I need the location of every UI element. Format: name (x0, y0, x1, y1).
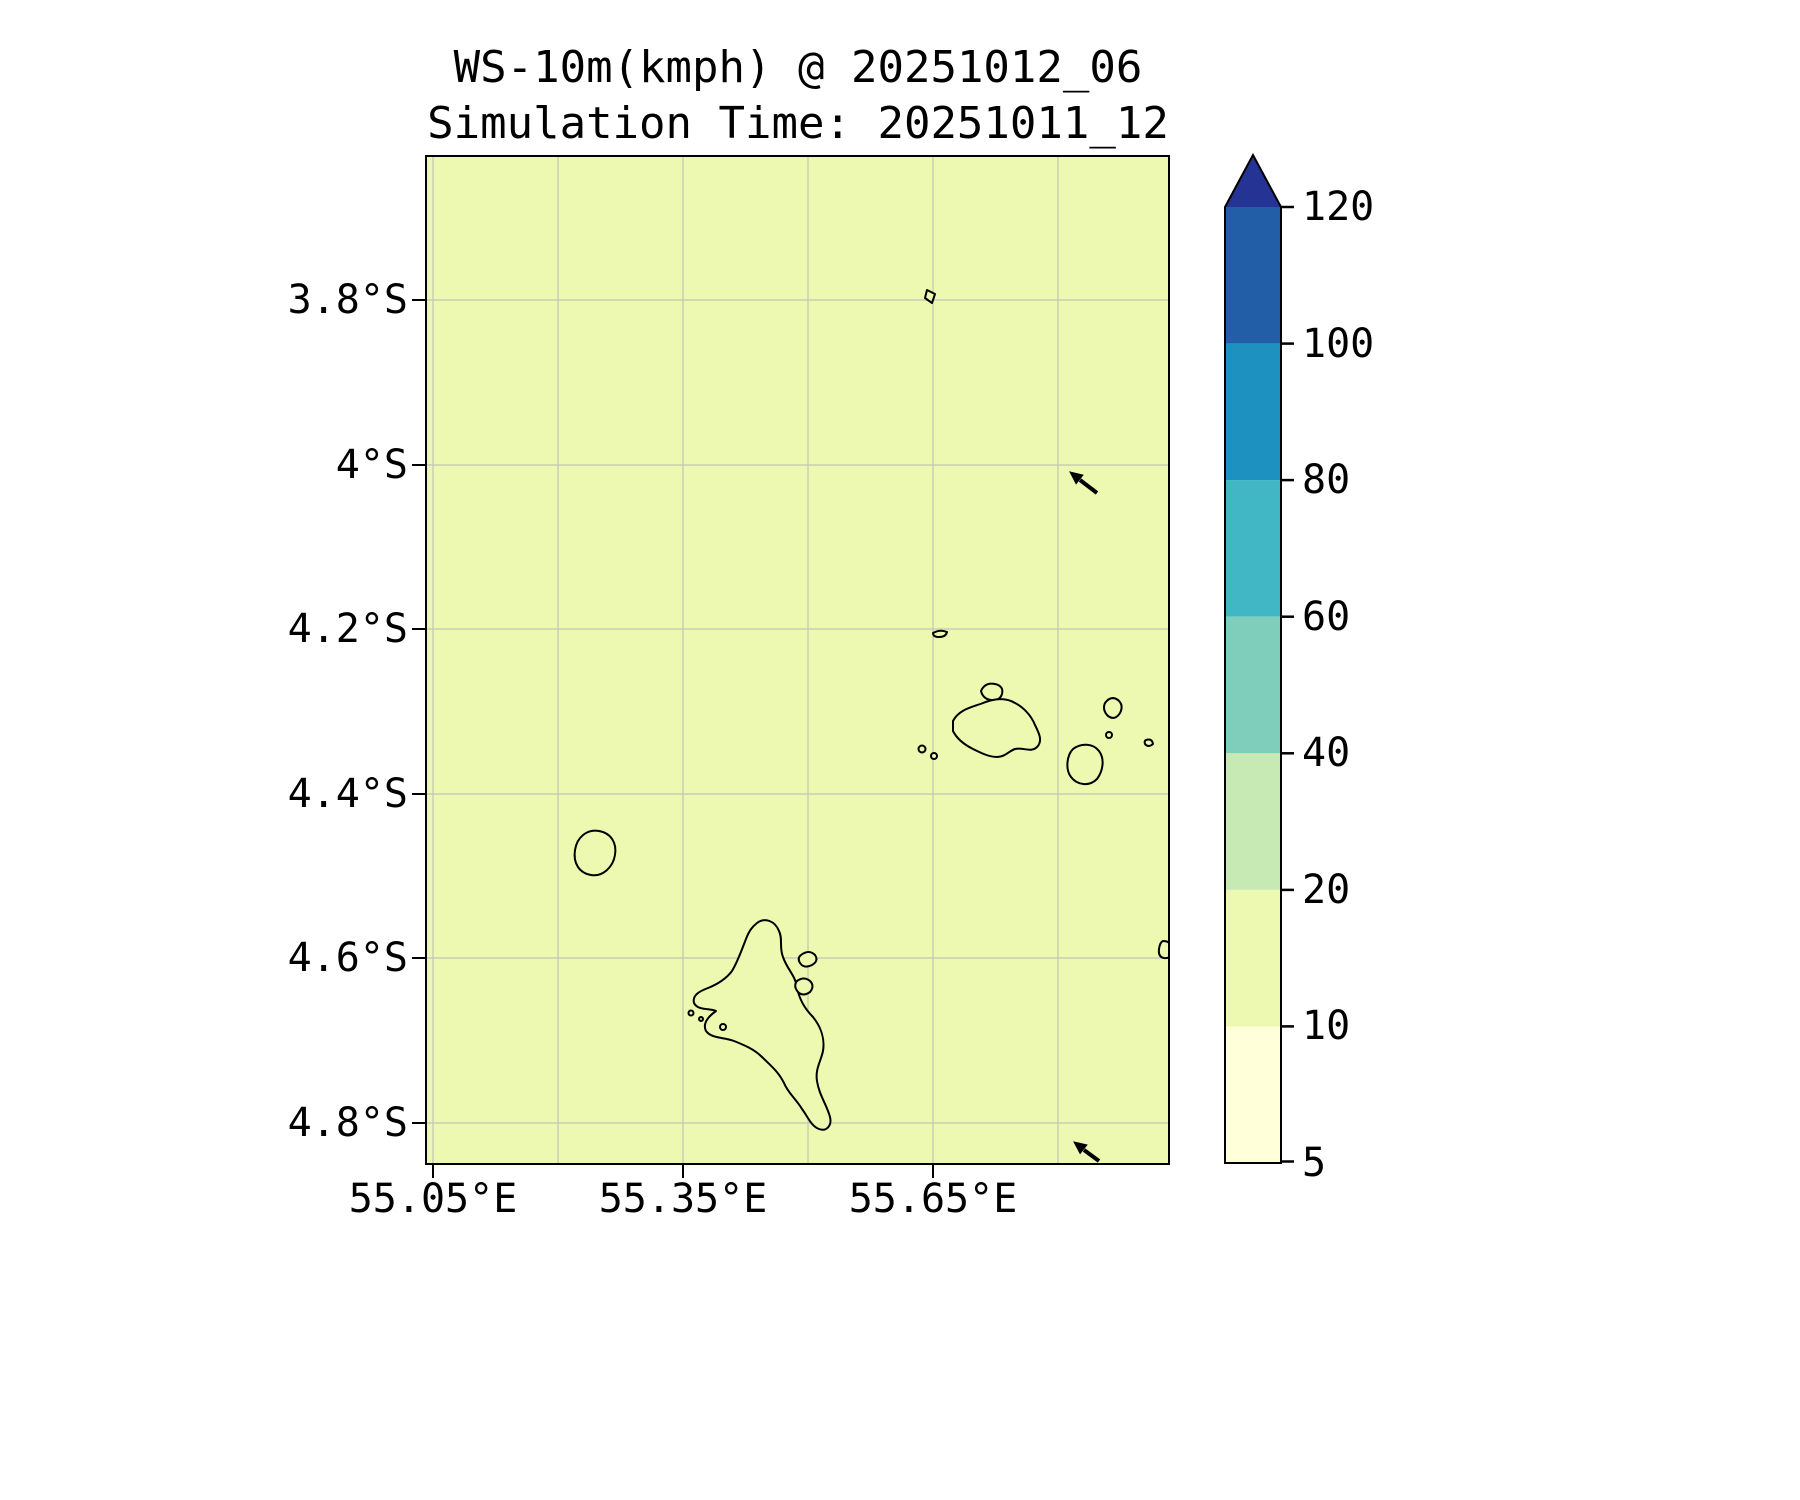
colorbar-tick-label: 20 (1302, 867, 1351, 913)
figure-subtitle: Simulation Time: 20251011_12 (427, 98, 1169, 149)
axis-tick (412, 464, 425, 466)
colorbar-tick-label: 40 (1302, 730, 1351, 776)
y-tick-label: 4.6°S (287, 935, 408, 981)
figure-title: WS-10m(kmph) @ 20251012_06 (453, 42, 1143, 93)
axis-tick (412, 793, 425, 795)
colorbar-segment (1225, 889, 1281, 1027)
coastline-islet (797, 951, 818, 968)
y-tick-label: 3.8°S (287, 277, 408, 323)
y-tick-label: 4°S (335, 442, 408, 488)
coastlines (573, 289, 1170, 1131)
plot-border (425, 155, 1170, 1165)
wind-arrows (1069, 471, 1101, 1163)
axis-tick (412, 628, 425, 630)
colorbar (1224, 153, 1294, 1164)
y-tick-label: 4.4°S (287, 771, 408, 817)
colorbar-segment (1225, 753, 1281, 890)
colorbar-segment (1225, 1026, 1281, 1163)
colorbar-tick-label: 100 (1302, 321, 1375, 367)
colorbar-tick-label: 60 (1302, 594, 1351, 640)
coastline-island-silhouette (573, 829, 617, 877)
coastline-islet (687, 1009, 695, 1017)
colorbar-tick-label: 80 (1302, 457, 1351, 503)
axis-tick (682, 1165, 684, 1178)
colorbar-ticks (1281, 205, 1294, 1163)
coastline-island-east-edge (1157, 940, 1170, 960)
coastline-island (1103, 697, 1123, 719)
axis-tick (412, 957, 425, 959)
y-tick-label: 4.8°S (287, 1100, 408, 1146)
axis-tick (412, 299, 425, 301)
wind-arrow-icon (1069, 471, 1099, 495)
colorbar-extend-triangle (1225, 155, 1281, 207)
wind-arrow-icon (1073, 1141, 1101, 1163)
x-tick-label: 55.35°E (598, 1176, 768, 1222)
axis-tick (432, 1165, 434, 1178)
coastline-islet (794, 977, 814, 996)
x-tick-label: 55.65°E (848, 1176, 1018, 1222)
colorbar-outline (1224, 153, 1282, 1164)
colorbar-tick-label: 5 (1302, 1140, 1327, 1186)
colorbar-segment (1225, 616, 1281, 754)
x-tick-label: 55.05°E (348, 1176, 518, 1222)
gridlines (425, 155, 1170, 1165)
axis-tick (932, 1165, 934, 1178)
coastline-islet (930, 752, 938, 760)
coastline-islet (1105, 731, 1113, 739)
coastline-small-island-north (924, 289, 936, 304)
coastline-island (980, 682, 1004, 702)
map-plot (425, 155, 1170, 1165)
coastline-island-la-digue (1066, 743, 1104, 785)
coastline-island-praslin (952, 698, 1042, 758)
axis-tick (412, 1122, 425, 1124)
coastline-small-island (932, 629, 948, 638)
y-tick-label: 4.2°S (287, 606, 408, 652)
coastline-islet (1143, 738, 1154, 747)
colorbar-tick-label: 10 (1302, 1003, 1351, 1049)
coastline-islet (698, 1016, 704, 1022)
colorbar-segment (1225, 480, 1281, 617)
colorbar-segment (1225, 343, 1281, 481)
colorbar-segment (1225, 207, 1281, 344)
colorbar-tick-label: 120 (1302, 184, 1375, 230)
coastline-islet (917, 744, 927, 754)
coastline-islet (719, 1023, 727, 1031)
